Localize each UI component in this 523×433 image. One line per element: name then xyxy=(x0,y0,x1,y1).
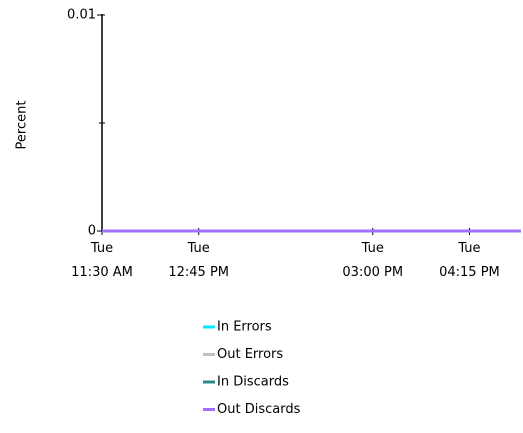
y-tick-label: 0 xyxy=(88,224,96,239)
y-tick-label: 0.01 xyxy=(67,8,96,23)
x-tick-label: Tue 04:15 PM xyxy=(439,241,500,280)
legend-label: Out Errors xyxy=(217,347,283,362)
legend-label: Out Discards xyxy=(217,402,301,417)
legend-label: In Discards xyxy=(217,375,289,390)
y-axis-label: Percent xyxy=(15,101,30,150)
x-tick-label: Tue 11:30 AM xyxy=(71,241,133,280)
legend-label: In Errors xyxy=(217,320,272,335)
x-tick-label: Tue 03:00 PM xyxy=(342,241,403,280)
x-tick-label: Tue 12:45 PM xyxy=(168,241,229,280)
